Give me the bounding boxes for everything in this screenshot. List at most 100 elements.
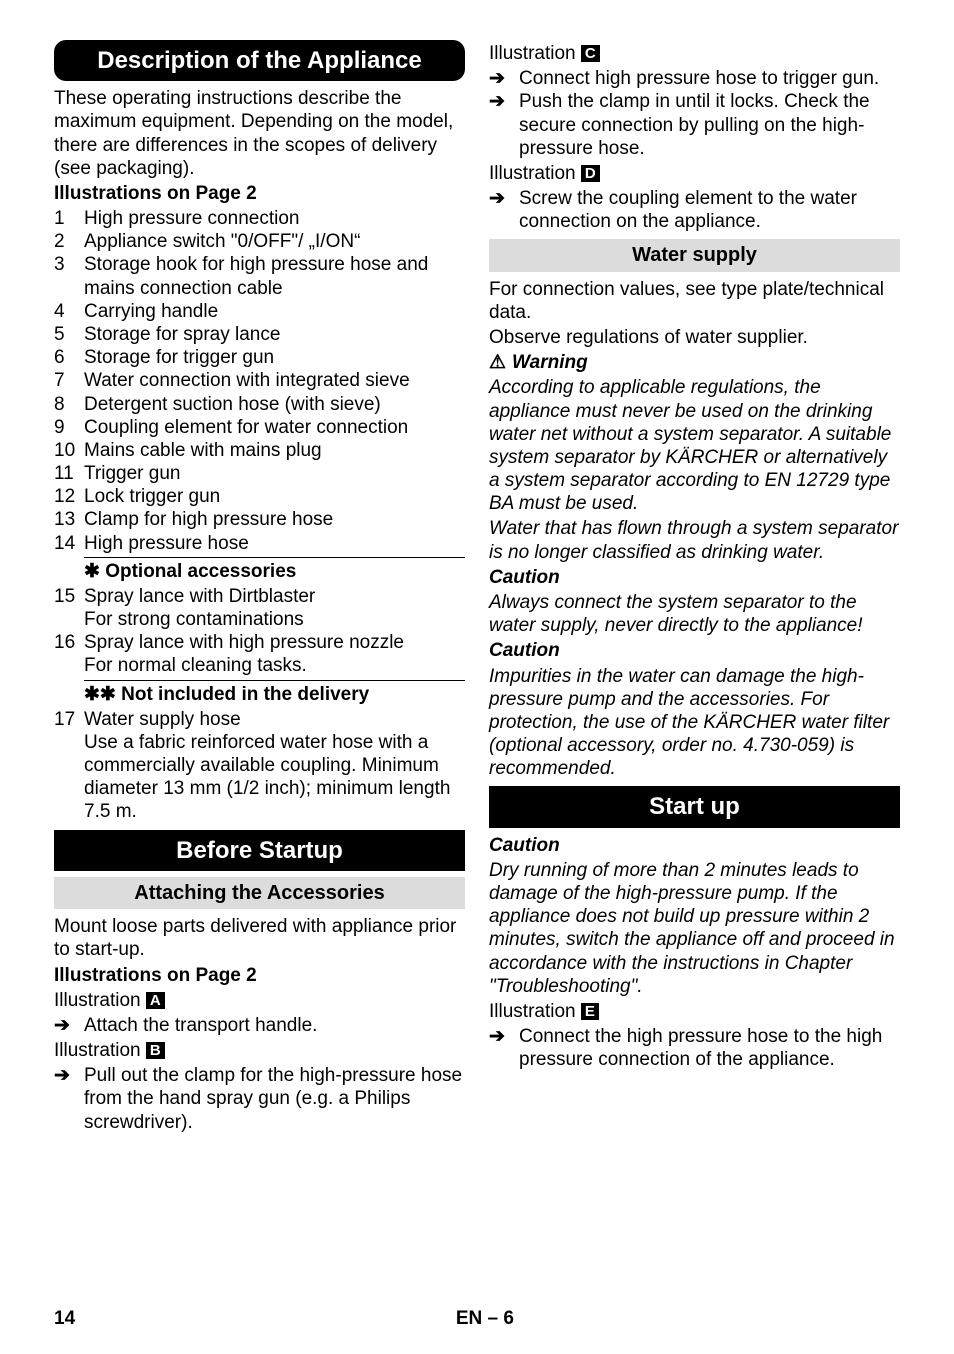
step-item: Push the clamp in until it locks. Check …: [489, 90, 900, 160]
caution3-text: Dry running of more than 2 minutes leads…: [489, 859, 900, 998]
intro-text: These operating instructions describe th…: [54, 87, 465, 180]
list-text: Mains cable with mains plug: [84, 439, 465, 462]
list-item: 5Storage for spray lance: [54, 323, 465, 346]
arrow-icon: [489, 67, 519, 90]
right-column: Illustration C Connect high pressure hos…: [489, 40, 900, 1136]
list-number: 1: [54, 207, 84, 230]
list-text: High pressure connection: [84, 207, 465, 230]
list-number: 6: [54, 346, 84, 369]
list-number: 16: [54, 631, 84, 677]
step-text: Push the clamp in until it locks. Check …: [519, 90, 900, 160]
illustration-label-text: Illustration: [489, 43, 581, 64]
page-number: 14: [54, 1307, 75, 1330]
list-item: 6Storage for trigger gun: [54, 346, 465, 369]
list-number: 9: [54, 416, 84, 439]
list-text: Water supply hoseUse a fabric reinforced…: [84, 708, 465, 824]
step-text: Screw the coupling element to the water …: [519, 187, 900, 233]
illustration-c-label: Illustration C: [489, 42, 900, 65]
caution2-label: Caution: [489, 639, 900, 662]
list-number: 7: [54, 369, 84, 392]
list-text: Spray lance with high pressure nozzleFor…: [84, 631, 465, 677]
list-number: 2: [54, 230, 84, 253]
list-text: Storage for trigger gun: [84, 346, 465, 369]
list-number: 8: [54, 393, 84, 416]
list-number: 5: [54, 323, 84, 346]
left-column: Description of the Appliance These opera…: [54, 40, 465, 1136]
list-item: 16Spray lance with high pressure nozzleF…: [54, 631, 465, 677]
caution1-label: Caution: [489, 566, 900, 589]
step-text: Pull out the clamp for the high-pressure…: [84, 1064, 465, 1134]
arrow-icon: [54, 1014, 84, 1037]
list-text: Appliance switch "0/OFF"/ „I/ON“: [84, 230, 465, 253]
letter-a-icon: A: [146, 992, 165, 1009]
illustration-d-label: Illustration D: [489, 162, 900, 185]
list-number: 15: [54, 585, 84, 631]
page-code: EN – 6: [456, 1307, 514, 1330]
heading-water-supply: Water supply: [489, 239, 900, 271]
list-text: Detergent suction hose (with sieve): [84, 393, 465, 416]
list-item: 12Lock trigger gun: [54, 485, 465, 508]
two-column-layout: Description of the Appliance These opera…: [54, 40, 900, 1136]
warning-text: According to applicable regulations, the…: [489, 376, 900, 515]
notincluded-heading: ✱✱ Not included in the delivery: [84, 683, 465, 706]
list-text: Carrying handle: [84, 300, 465, 323]
footer-spacer: [895, 1307, 900, 1330]
illustration-label-text: Illustration: [54, 1040, 146, 1061]
step-text: Attach the transport handle.: [84, 1014, 465, 1037]
list-item: 14High pressure hose: [54, 532, 465, 555]
list-number: 4: [54, 300, 84, 323]
heading-attaching: Attaching the Accessories: [54, 877, 465, 909]
water-text2: Observe regulations of water supplier.: [489, 326, 900, 349]
caution2-text: Impurities in the water can damage the h…: [489, 665, 900, 781]
step-list-a: Attach the transport handle.: [54, 1014, 465, 1037]
divider: [84, 557, 465, 558]
list-number: 11: [54, 462, 84, 485]
mount-text: Mount loose parts delivered with applian…: [54, 915, 465, 961]
caution3-label: Caution: [489, 834, 900, 857]
illustration-e-label: Illustration E: [489, 1000, 900, 1023]
list-item: 3Storage hook for high pressure hose and…: [54, 253, 465, 299]
step-text: Connect the high pressure hose to the hi…: [519, 1025, 900, 1071]
list-item: 9Coupling element for water connection: [54, 416, 465, 439]
divider: [84, 680, 465, 681]
list-text: Storage hook for high pressure hose and …: [84, 253, 465, 299]
heading-description: Description of the Appliance: [54, 40, 465, 81]
page-footer: 14 EN – 6: [54, 1307, 900, 1330]
list-item: 1High pressure connection: [54, 207, 465, 230]
list-number: 10: [54, 439, 84, 462]
list-text: Storage for spray lance: [84, 323, 465, 346]
list-text: Spray lance with DirtblasterFor strong c…: [84, 585, 465, 631]
illustration-label-text: Illustration: [54, 990, 146, 1011]
list-item: 10Mains cable with mains plug: [54, 439, 465, 462]
list-item: 4Carrying handle: [54, 300, 465, 323]
list-item: 7Water connection with integrated sieve: [54, 369, 465, 392]
list-item: 17Water supply hoseUse a fabric reinforc…: [54, 708, 465, 824]
step-list-b: Pull out the clamp for the high-pressure…: [54, 1064, 465, 1134]
arrow-icon: [489, 1025, 519, 1071]
warning-text-label: Warning: [512, 352, 588, 373]
list-item: 11Trigger gun: [54, 462, 465, 485]
list-item: 8Detergent suction hose (with sieve): [54, 393, 465, 416]
list-text: Coupling element for water connection: [84, 416, 465, 439]
illustration-a-label: Illustration A: [54, 989, 465, 1012]
parts-list: 1High pressure connection2Appliance swit…: [54, 207, 465, 555]
illustrations-label: Illustrations on Page 2: [54, 182, 465, 205]
arrow-icon: [489, 187, 519, 233]
caution1-text: Always connect the system separator to t…: [489, 591, 900, 637]
list-text: Water connection with integrated sieve: [84, 369, 465, 392]
optional-heading: ✱ Optional accessories: [84, 560, 465, 583]
list-number: 14: [54, 532, 84, 555]
notincluded-list: 17Water supply hoseUse a fabric reinforc…: [54, 708, 465, 824]
warning-text2: Water that has flown through a system se…: [489, 517, 900, 563]
step-list-d: Screw the coupling element to the water …: [489, 187, 900, 233]
step-item: Connect high pressure hose to trigger gu…: [489, 67, 900, 90]
list-number: 3: [54, 253, 84, 299]
optional-list: 15Spray lance with DirtblasterFor strong…: [54, 585, 465, 678]
list-number: 17: [54, 708, 84, 824]
warning-label: Warning: [489, 351, 900, 374]
list-number: 12: [54, 485, 84, 508]
arrow-icon: [489, 90, 519, 160]
heading-startup: Start up: [489, 786, 900, 827]
step-text: Connect high pressure hose to trigger gu…: [519, 67, 900, 90]
illustration-label-text: Illustration: [489, 163, 581, 184]
